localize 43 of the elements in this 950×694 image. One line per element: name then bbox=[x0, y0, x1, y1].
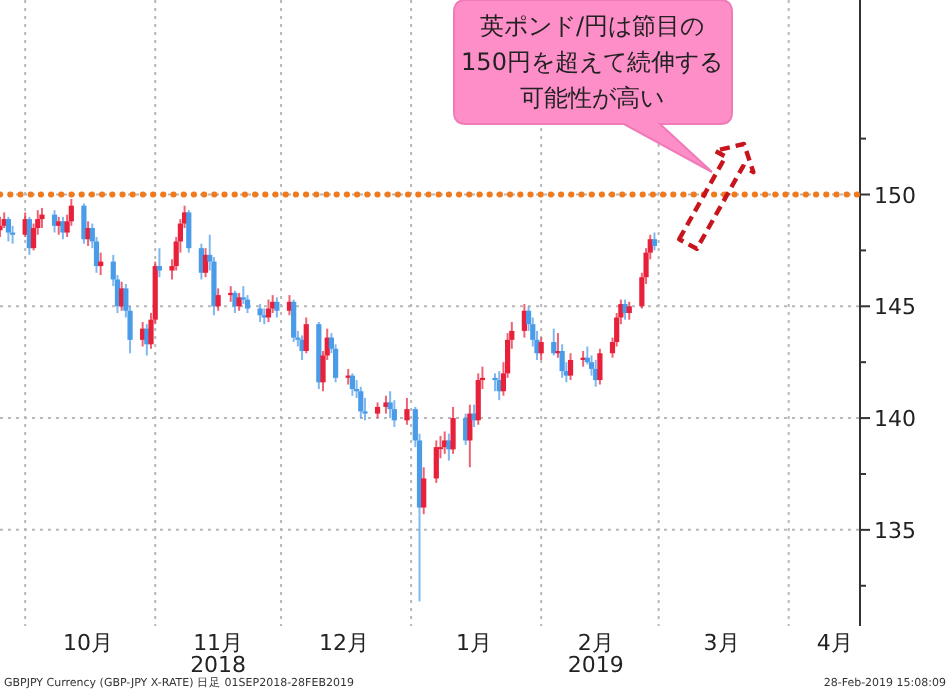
annotation: 英ポンド/円は節目の bbox=[479, 12, 705, 40]
candlestick bbox=[597, 347, 603, 386]
candlestick bbox=[391, 399, 397, 429]
x-tick-label: 4月 bbox=[816, 630, 853, 656]
candlestick bbox=[156, 247, 163, 279]
candlestick bbox=[622, 298, 628, 321]
annotation: 可能性が高い bbox=[520, 84, 664, 112]
candlestick bbox=[291, 298, 297, 344]
y-tick-label: 150 bbox=[874, 182, 916, 209]
candlestick bbox=[421, 466, 427, 516]
candlestick bbox=[81, 202, 87, 245]
y-tick-label: 145 bbox=[874, 294, 916, 321]
candlestick bbox=[567, 352, 574, 382]
y-tick-label: 135 bbox=[874, 517, 916, 544]
x-tick-label: 10月 bbox=[63, 630, 114, 656]
candlestick bbox=[60, 215, 66, 241]
candlestick bbox=[39, 206, 45, 230]
candlestick bbox=[5, 215, 11, 243]
x-tick-label: 3月 bbox=[703, 630, 740, 656]
candlestick bbox=[232, 289, 238, 314]
candlestick bbox=[538, 336, 544, 361]
annotation: 150円を超えて続伸する bbox=[461, 48, 723, 76]
candlestick bbox=[349, 372, 355, 397]
candlestick bbox=[186, 209, 192, 254]
candlestick bbox=[551, 327, 557, 357]
candlestick bbox=[450, 405, 456, 455]
candlestick bbox=[358, 385, 364, 420]
candlestick bbox=[274, 296, 280, 319]
x-tick-label: 12月 bbox=[319, 630, 369, 656]
candlestick bbox=[85, 220, 91, 247]
candlestick bbox=[433, 439, 439, 484]
candlestick bbox=[299, 334, 305, 361]
x-tick-label: 2月 2019 bbox=[567, 630, 624, 678]
callout: 英ポンド/円は節目の 150円を超えて続伸する 可能性が高い bbox=[453, 0, 733, 173]
candlestick bbox=[303, 316, 309, 355]
candlestick bbox=[404, 396, 410, 426]
x-tick-label: 1月 bbox=[456, 630, 493, 656]
candlestick bbox=[475, 372, 481, 426]
candlestick bbox=[559, 343, 565, 379]
y-tick-label: 140 bbox=[874, 406, 916, 433]
candlestick bbox=[215, 287, 221, 312]
x-tick-label: 11月 2018 bbox=[190, 630, 247, 678]
candlestick bbox=[387, 390, 393, 420]
